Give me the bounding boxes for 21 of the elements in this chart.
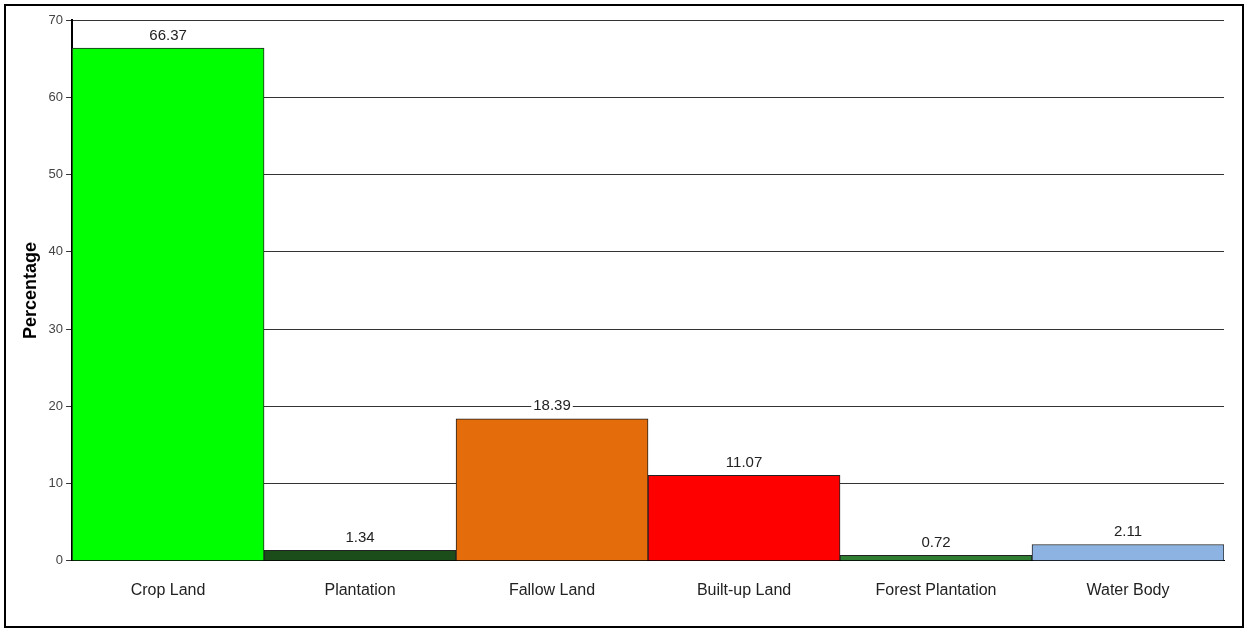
data-label: 18.39 (533, 396, 571, 414)
y-axis-title: Percentage (19, 241, 40, 339)
y-tick-label: 60 (48, 88, 64, 104)
data-label: 0.72 (921, 532, 951, 550)
y-tick-label: 40 (48, 243, 64, 259)
x-tick-label: Water Body (1086, 580, 1170, 598)
x-tick-label: Crop Land (130, 580, 206, 598)
x-tick-label: Built-up Land (696, 580, 792, 598)
x-tick-label: Forest Plantation (875, 580, 997, 598)
y-tick-label: 70 (48, 11, 64, 27)
y-tick-label: 10 (48, 475, 64, 491)
data-label: 66.37 (149, 25, 187, 43)
data-label: 2.11 (1113, 522, 1143, 540)
y-tick-label: 50 (48, 166, 64, 182)
x-tick-label: Fallow Land (508, 580, 596, 598)
y-tick-label: 30 (48, 320, 64, 336)
data-label: 11.07 (725, 452, 763, 470)
x-tick-label: Plantation (324, 580, 396, 598)
y-tick-label: 0 (55, 552, 64, 568)
y-tick-label: 20 (48, 397, 64, 413)
data-label: 1.34 (345, 528, 375, 546)
